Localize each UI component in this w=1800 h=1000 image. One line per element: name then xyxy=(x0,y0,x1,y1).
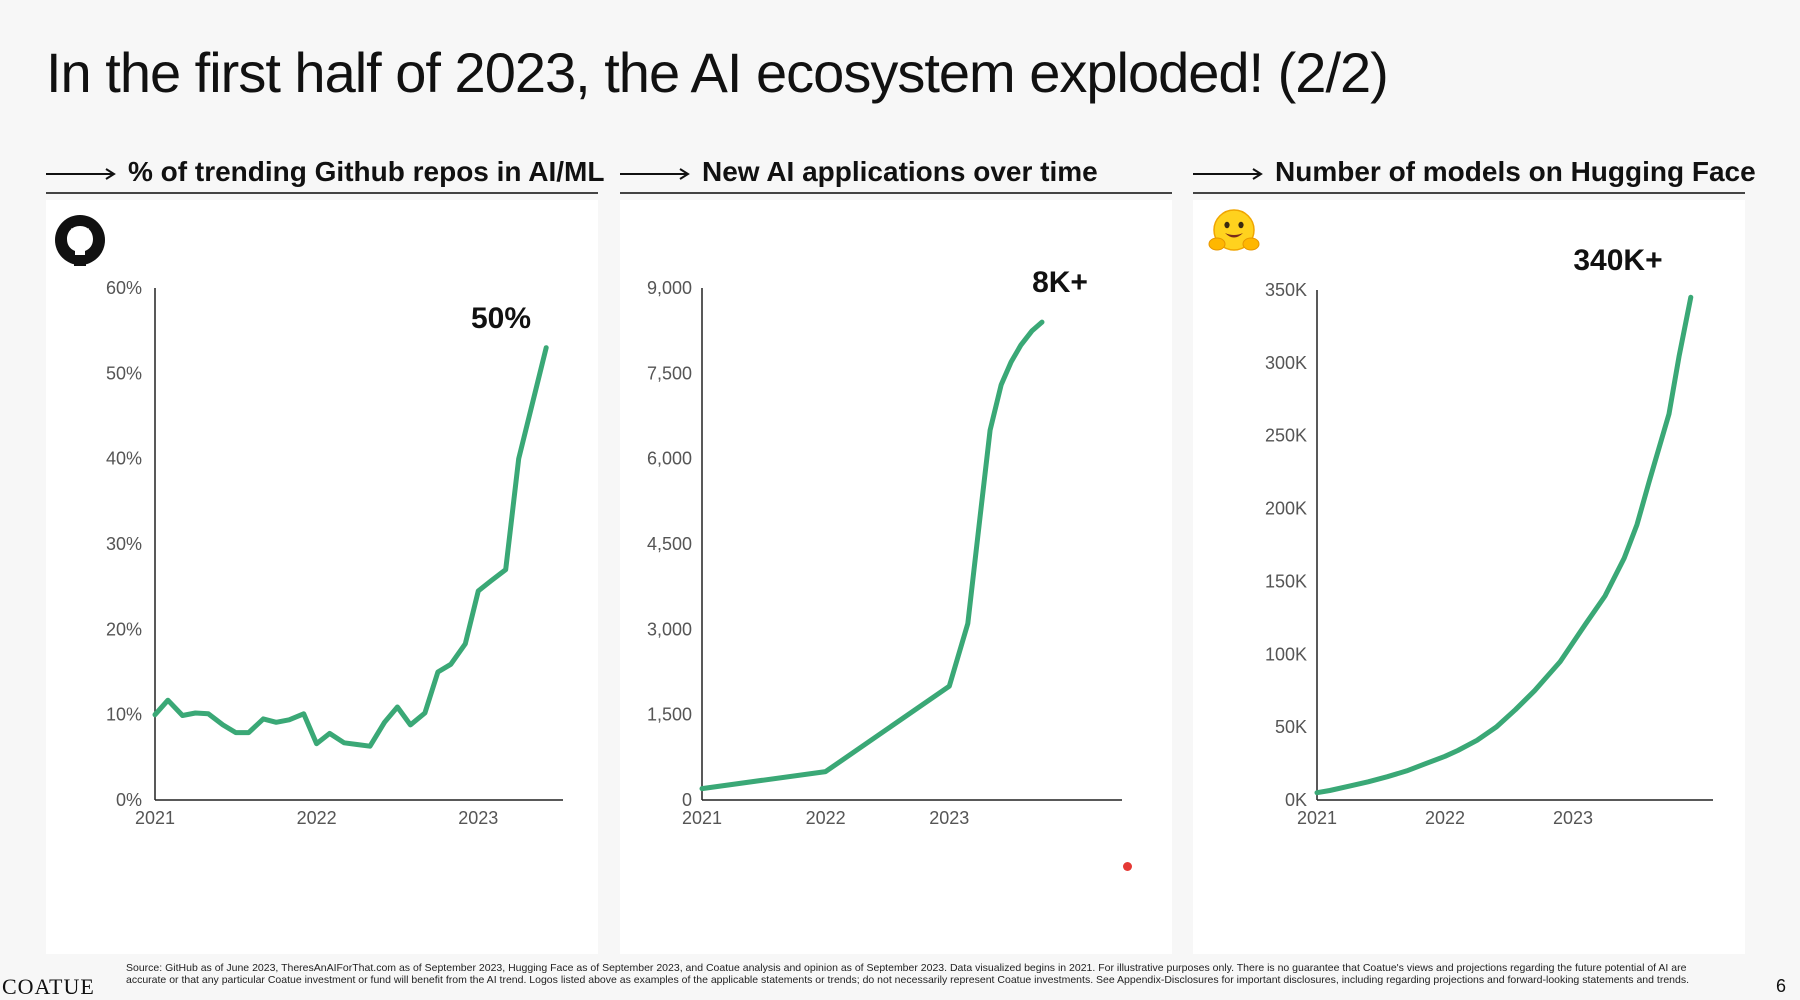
y-tick-label: 100K xyxy=(1265,644,1307,664)
y-tick-label: 60% xyxy=(106,278,142,298)
chart-area: 0K 50K 100K 150K 200K 250K 300K 350K 2021 2022 202… xyxy=(1193,200,1745,954)
chart-panel-github: % of trending Github repos in AI/ML 0% 10… xyxy=(46,150,604,954)
y-tick-label: 1,500 xyxy=(647,705,692,725)
y-tick-label: 350K xyxy=(1265,280,1307,300)
x-tick-label: 2021 xyxy=(682,808,722,828)
y-tick-label: 0K xyxy=(1285,790,1307,810)
y-tick-label: 7,500 xyxy=(647,363,692,383)
github-icon xyxy=(55,215,105,266)
y-tick-label: 200K xyxy=(1265,499,1307,519)
y-tick-label: 4,500 xyxy=(647,534,692,554)
y-tick-label: 300K xyxy=(1265,353,1307,373)
chart-panel-hugging-face: Number of models on Hugging Face 0K 50K 10… xyxy=(1193,150,1756,954)
arrow-right-icon xyxy=(1193,168,1263,180)
panel-title: Number of models on Hugging Face xyxy=(1275,156,1756,187)
x-tick-label: 2022 xyxy=(1425,808,1465,828)
chart-area: 0 1,500 3,000 4,500 6,000 7,500 9,000 2021 2022 2… xyxy=(620,200,1172,954)
panel-header: Number of models on Hugging Face xyxy=(1193,150,1756,194)
arrow-right-icon xyxy=(46,168,116,180)
series-line xyxy=(1314,294,1694,796)
brand-logo: COATUE xyxy=(2,974,95,999)
y-tick-label: 0 xyxy=(682,790,692,810)
x-tick-label: 2022 xyxy=(806,808,846,828)
y-tick-label: 250K xyxy=(1265,426,1307,446)
y-tick-label: 0% xyxy=(116,790,142,810)
callout-label: 50% xyxy=(471,302,531,335)
footer: COATUE Source: GitHub as of June 2023, T… xyxy=(0,958,1800,1000)
panel-title: % of trending Github repos in AI/ML xyxy=(128,156,605,187)
y-tick-label: 9,000 xyxy=(647,278,692,298)
panel-header: % of trending Github repos in AI/ML xyxy=(46,150,604,194)
y-tick-label: 30% xyxy=(106,534,142,554)
y-tick-label: 50K xyxy=(1275,717,1307,737)
chart-ai-applications: 0 1,500 3,000 4,500 6,000 7,500 9,000 2021 2022 2… xyxy=(647,266,1122,828)
chart-area: 0% 10% 20% 30% 40% 50% 60% 2021 2022 2023 50% xyxy=(46,200,598,954)
x-tick-label: 2022 xyxy=(297,808,337,828)
page-number: 6 xyxy=(1775,976,1786,996)
chart-github-repos: 0% 10% 20% 30% 40% 50% 60% 2021 2022 2023 50% xyxy=(106,278,563,828)
hugging-face-icon xyxy=(1208,209,1260,251)
x-tick-label: 2023 xyxy=(1553,808,1593,828)
source-note: Source: GitHub as of June 2023, TheresAn… xyxy=(126,962,1690,986)
x-tick-label: 2023 xyxy=(458,808,498,828)
y-tick-label: 10% xyxy=(106,705,142,725)
panel-title: New AI applications over time xyxy=(702,156,1098,187)
slide-title: In the first half of 2023, the AI ecosys… xyxy=(46,41,1389,104)
marker-dot xyxy=(1123,862,1132,871)
series-line xyxy=(152,345,549,749)
y-tick-label: 6,000 xyxy=(647,449,692,469)
y-tick-label: 3,000 xyxy=(647,619,692,639)
y-tick-label: 50% xyxy=(106,363,142,383)
callout-label: 8K+ xyxy=(1032,266,1088,299)
chart-hugging-face-models: 0K 50K 100K 150K 200K 250K 300K 350K 2021 2022 202… xyxy=(1265,244,1713,828)
x-tick-label: 2021 xyxy=(1297,808,1337,828)
chart-panel-ai-apps: New AI applications over time 0 1,500 3,00… xyxy=(620,150,1172,954)
series-line xyxy=(699,319,1045,792)
panel-header: New AI applications over time xyxy=(620,150,1172,194)
y-tick-label: 20% xyxy=(106,619,142,639)
callout-label: 340K+ xyxy=(1573,244,1662,277)
y-tick-label: 40% xyxy=(106,449,142,469)
x-tick-label: 2023 xyxy=(929,808,969,828)
arrow-right-icon xyxy=(620,168,690,180)
x-tick-label: 2021 xyxy=(135,808,175,828)
y-tick-label: 150K xyxy=(1265,571,1307,591)
